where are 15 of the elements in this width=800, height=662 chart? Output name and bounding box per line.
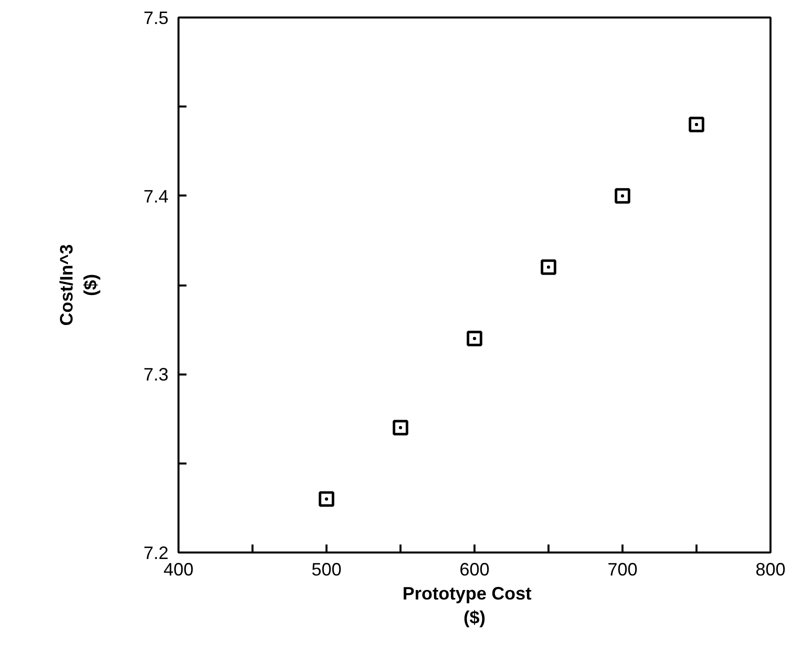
point: [466, 330, 482, 346]
y-tick-label: 7.4: [143, 186, 169, 206]
point: [688, 116, 704, 132]
x-axis-title: Prototype Cost ($): [402, 584, 532, 628]
x-tick-label: 800: [755, 560, 786, 580]
point: [318, 491, 334, 507]
point: [392, 420, 408, 436]
x-tick-label: 500: [311, 560, 342, 580]
y-tick-label: 7.3: [143, 364, 169, 385]
point: [540, 259, 556, 275]
x-tick-label: 700: [607, 560, 638, 580]
y-tick-label: 7.5: [143, 8, 169, 28]
y-axis-title: Cost/In^3 ($): [56, 244, 100, 326]
x-tick-label: 600: [459, 560, 490, 580]
point: [614, 188, 630, 204]
